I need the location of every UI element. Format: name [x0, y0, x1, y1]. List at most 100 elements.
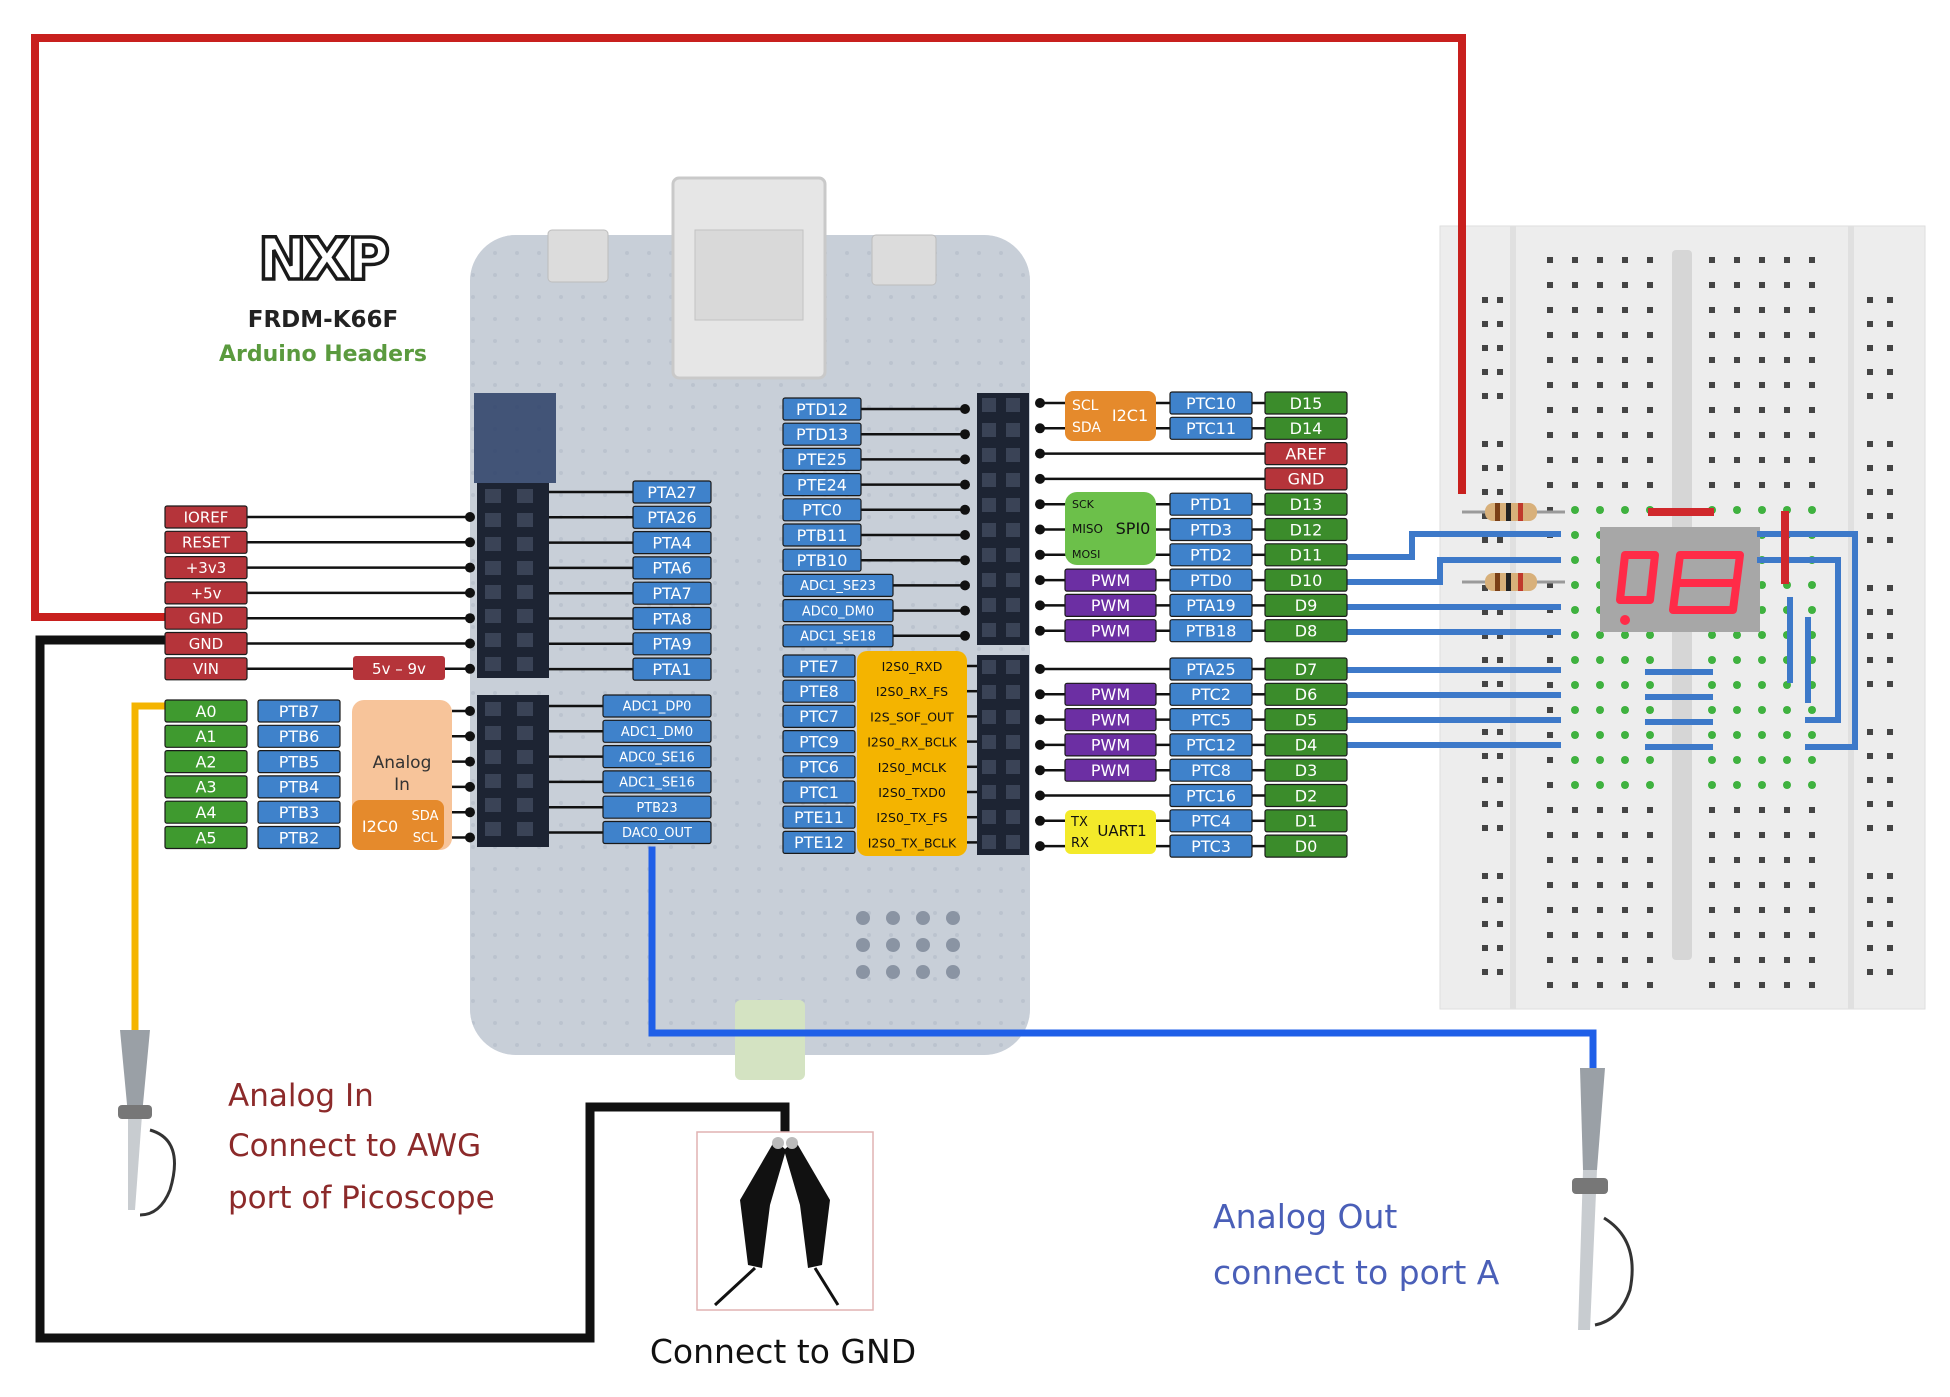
svg-text:A1: A1: [195, 727, 216, 746]
svg-text:SCK: SCK: [1072, 498, 1095, 511]
digital-pin-d12: D12: [1264, 517, 1348, 542]
svg-text:PTC1: PTC1: [799, 783, 839, 802]
svg-text:PTB18: PTB18: [1186, 621, 1237, 640]
svg-text:ADC1_SE18: ADC1_SE18: [800, 629, 876, 644]
inner-right-lower-port: PTC1: [782, 780, 856, 804]
svg-text:D3: D3: [1295, 761, 1318, 780]
analog-in-title: Analog In: [228, 1078, 374, 1114]
svg-text:D10: D10: [1290, 571, 1323, 590]
svg-text:ADC1_DM0: ADC1_DM0: [621, 725, 693, 740]
svg-text:PTA25: PTA25: [1186, 660, 1235, 679]
inner-right-lower-port: PTE8: [782, 679, 856, 703]
pwm-label: PWM: [1064, 682, 1157, 706]
svg-text:A0: A0: [195, 702, 216, 721]
inner-right-lower: PTE7 PTE8 PTC7 PTC9 PTC6 PTC1 PTE11 PTE12: [782, 654, 856, 855]
digital-port: PTC16: [1169, 783, 1253, 808]
svg-text:PTD0: PTD0: [1190, 571, 1232, 590]
analog-port: PTB4: [257, 775, 341, 799]
inner-left-lower: ADC1_DP0 ADC1_DM0 ADC0_SE16 ADC1_SE16 PTB23 D…: [602, 694, 712, 845]
blue-wire: [648, 846, 1597, 1072]
svg-text:D11: D11: [1290, 546, 1323, 565]
svg-text:PTB11: PTB11: [797, 526, 848, 545]
analog-port: PTB5: [257, 749, 341, 774]
svg-text:+5v: +5v: [191, 584, 222, 602]
digital-pin-gnd: GND: [1264, 467, 1348, 491]
analog-out-line2: connect to port A: [1213, 1253, 1500, 1292]
svg-text:PTB3: PTB3: [279, 803, 320, 822]
svg-text:D6: D6: [1295, 685, 1318, 704]
digital-pin-d2: D2: [1264, 783, 1348, 808]
svg-text:PTC3: PTC3: [1191, 837, 1231, 856]
svg-text:A5: A5: [195, 828, 216, 847]
board-name: FRDM-K66F: [248, 307, 399, 333]
inner-right-port: PTD12: [782, 397, 862, 421]
i2s-function: I2S_SOF_OUT: [870, 709, 954, 724]
svg-text:PTA8: PTA8: [652, 609, 691, 628]
svg-text:GND: GND: [1288, 470, 1325, 489]
svg-text:D2: D2: [1295, 786, 1318, 805]
inner-right-lower-port: PTC7: [782, 704, 856, 729]
svg-text:PWM: PWM: [1091, 761, 1130, 780]
digital-port: PTC10: [1169, 391, 1253, 415]
svg-text:+3v3: +3v3: [186, 559, 227, 577]
nxp-logo: NXP: [256, 223, 392, 295]
svg-text:SPI0: SPI0: [1116, 519, 1151, 538]
svg-text:PTC8: PTC8: [1191, 761, 1231, 780]
inner-left-lower-port: ADC0_SE16: [602, 744, 712, 769]
vin-range-label: 5v – 9v: [353, 656, 445, 680]
svg-text:I2C0: I2C0: [362, 817, 398, 836]
digital-port: PTD3: [1169, 517, 1253, 542]
svg-text:PTA9: PTA9: [652, 635, 691, 654]
svg-text:PTD2: PTD2: [1190, 546, 1232, 565]
board-pads: [856, 911, 960, 979]
inner-left-lower-port: ADC1_DP0: [602, 694, 712, 718]
analog-in-line3: port of Picoscope: [228, 1180, 495, 1216]
analog-pin-a1: A1: [164, 724, 248, 748]
pwm-labels: PWM PWM PWM PWM PWM PWM PWM: [1064, 568, 1157, 782]
digital-port: PTC4: [1169, 809, 1253, 833]
digital-port: PTA19: [1169, 593, 1253, 618]
i2s-function: I2S0_RXD: [882, 659, 943, 674]
svg-text:MOSI: MOSI: [1072, 548, 1100, 561]
analog-port-column: PTB7 PTB6 PTB5 PTB4 PTB3 PTB2: [257, 699, 341, 850]
digital-pin-d9: D9: [1264, 593, 1348, 618]
digital-pin-d7: D7: [1264, 657, 1348, 681]
digital-port: PTA25: [1169, 657, 1253, 681]
analog-port: PTB3: [257, 800, 341, 824]
svg-text:Analog: Analog: [373, 753, 432, 773]
frdm-board: [470, 176, 1030, 1080]
svg-text:UART1: UART1: [1097, 822, 1146, 840]
inner-left-upper: PTA27 PTA26 PTA4 PTA6 PTA7 PTA8 PTA9 PTA1: [632, 480, 712, 681]
svg-text:PTB23: PTB23: [636, 801, 677, 816]
digital-port: PTC2: [1169, 682, 1253, 706]
power-pin-vin: VIN: [164, 657, 248, 681]
svg-text:A3: A3: [195, 778, 216, 797]
svg-text:PTB4: PTB4: [279, 778, 320, 797]
svg-text:PTE12: PTE12: [794, 833, 844, 852]
svg-text:GND: GND: [189, 610, 223, 628]
analog-header: A0 A1 A2 A3 A4 A5: [164, 699, 248, 850]
pwm-label: PWM: [1064, 733, 1157, 757]
digital-port-column: PTC10 PTC11 PTD1 PTD3 PTD2 PTD0 PTA19 PTB18 PTA2…: [1169, 391, 1253, 858]
digital-pin-d10: D10: [1264, 568, 1348, 592]
svg-text:D15: D15: [1290, 394, 1323, 413]
svg-text:VIN: VIN: [193, 660, 219, 678]
svg-text:SDA: SDA: [412, 809, 439, 824]
analog-pin-a4: A4: [164, 800, 248, 824]
i2s-box: I2S0_RXD I2S0_RX_FS I2S_SOF_OUT I2S0_RX_BCL…: [857, 651, 967, 856]
pwm-label: PWM: [1064, 758, 1157, 782]
digital-port: PTC3: [1169, 834, 1253, 858]
analog-in-box: Analog In I2C0 SDA SCL: [352, 700, 452, 850]
svg-text:PTA4: PTA4: [652, 533, 691, 552]
svg-text:D14: D14: [1290, 419, 1323, 438]
svg-text:D12: D12: [1290, 520, 1323, 539]
analog-port: PTB6: [257, 724, 341, 748]
svg-text:PTB6: PTB6: [279, 727, 320, 746]
i2c1-box: SCL SDA I2C1: [1065, 391, 1156, 441]
analog-port: PTB2: [257, 825, 341, 850]
svg-text:PTC16: PTC16: [1186, 786, 1236, 805]
svg-text:PTC12: PTC12: [1186, 736, 1236, 755]
breadboard: [1439, 225, 1926, 1010]
board-subtitle: Arduino Headers: [219, 342, 427, 367]
digital-port: PTC8: [1169, 758, 1253, 782]
